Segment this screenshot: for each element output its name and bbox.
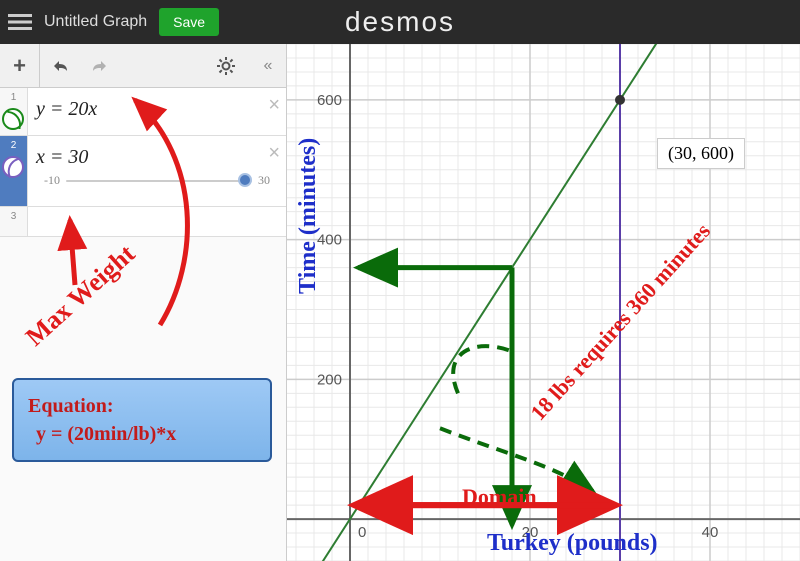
expression-row[interactable]: 2 x = 30 -10 30 × [0,136,286,207]
expression-index: 2 [0,136,28,206]
equation-box: Equation: y = (20min/lb)*x [12,378,272,462]
collapse-button[interactable]: « [246,44,286,88]
slider-min[interactable]: -10 [44,173,60,188]
equation-box-line2: y = (20min/lb)*x [28,420,256,448]
svg-text:200: 200 [317,371,342,388]
save-button[interactable]: Save [159,8,219,36]
settings-button[interactable] [206,44,246,88]
expression-index: 3 [0,207,28,236]
expression-row[interactable]: 3 [0,207,286,237]
domain-annotation: Domain [462,484,537,510]
graph-title[interactable]: Untitled Graph [44,13,147,31]
expression-input[interactable] [28,207,286,236]
point-label: (30, 600) [657,138,745,169]
color-toggle-icon[interactable] [2,108,24,130]
expression-index: 1 [0,88,28,135]
y-axis-label: Time (minutes) [295,138,322,294]
svg-text:600: 600 [317,92,342,109]
expression-sidebar: + « 1 y = 20x × 2 x = 30 -10 30 [0,44,287,561]
expression-row[interactable]: 1 y = 20x × [0,88,286,136]
slider[interactable]: -10 30 [36,169,278,196]
add-expression-button[interactable]: + [0,44,40,88]
svg-text:40: 40 [702,524,719,541]
color-toggle-icon[interactable] [2,156,24,178]
menu-icon[interactable] [8,10,32,34]
sidebar-toolbar: + « [0,44,286,88]
svg-text:0: 0 [358,524,366,541]
slider-track[interactable] [66,180,252,182]
close-icon[interactable]: × [268,142,280,165]
close-icon[interactable]: × [268,94,280,117]
app-header: Untitled Graph Save desmos [0,0,800,44]
x-axis-label: Turkey (pounds) [487,530,658,557]
expression-input[interactable]: y = 20x [28,88,286,135]
brand-logo: desmos [345,6,455,38]
undo-button[interactable] [40,44,80,88]
expression-input[interactable]: x = 30 -10 30 [28,136,286,206]
graph-canvas: 20402004006000 [287,44,800,561]
slider-thumb[interactable] [238,173,252,187]
equation-box-line1: Equation: [28,392,256,420]
redo-button[interactable] [80,44,120,88]
graph-viewport[interactable]: 20402004006000 (30, 600) Time (minutes) … [287,44,800,561]
slider-max[interactable]: 30 [258,173,270,188]
